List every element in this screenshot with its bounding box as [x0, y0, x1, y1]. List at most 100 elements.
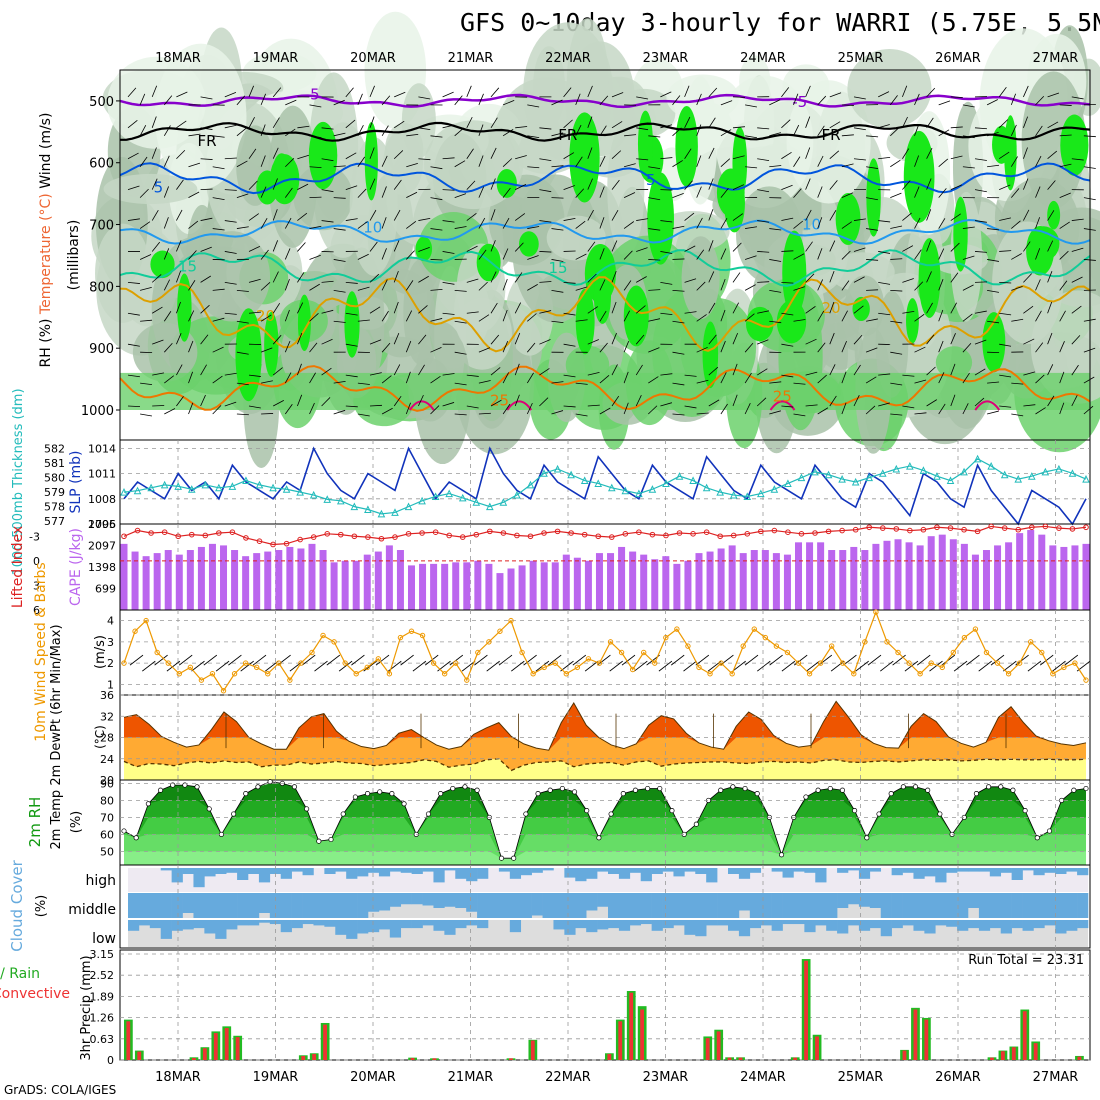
- cloud-bar: [237, 893, 249, 918]
- wind-barb: [297, 363, 302, 376]
- wind-barb: [1071, 305, 1082, 314]
- isotherm-label: 10: [363, 219, 382, 237]
- wind-barb: [841, 280, 850, 291]
- wind-barb: [962, 403, 969, 415]
- wind-barb: [853, 247, 866, 252]
- surface-wind-barb: [732, 660, 746, 672]
- wind-barb: [309, 283, 320, 291]
- lifted-index-point: [419, 530, 425, 536]
- surface-wind-barb: [474, 654, 488, 666]
- wind-speed-point: [840, 660, 846, 666]
- wind-barb: [333, 165, 346, 168]
- rh-point: [1046, 828, 1053, 834]
- date-tick-label-bottom: 23MAR: [643, 1070, 689, 1085]
- wind-barb: [938, 248, 945, 260]
- wind-barb: [829, 210, 837, 221]
- wind-barb: [962, 255, 975, 260]
- wind-barb: [1023, 241, 1031, 252]
- cloud-bar: [848, 893, 860, 905]
- wind-barb: [708, 87, 718, 98]
- wind-barb: [962, 135, 975, 139]
- wind-speed-point: [729, 671, 735, 677]
- precip-convective-bar: [913, 1009, 918, 1060]
- cloud-bar: [444, 920, 456, 935]
- cloud-bar: [706, 868, 718, 883]
- wind-speed-line: [123, 610, 1087, 692]
- wind-barb: [793, 220, 804, 229]
- thickness-point: [1014, 474, 1023, 483]
- wind-barb: [490, 367, 501, 376]
- wind-barb: [902, 148, 910, 159]
- wind-speed-point: [939, 664, 945, 671]
- wind-barb: [418, 275, 429, 283]
- wind-barb: [999, 374, 1012, 378]
- wind-barb: [720, 340, 726, 353]
- wind-barb: [381, 125, 389, 137]
- lifted-tick-label: 3: [33, 579, 40, 592]
- rh-point: [1022, 808, 1028, 814]
- surface-wind-barb: [769, 654, 783, 666]
- wind-barb: [430, 346, 442, 353]
- cloud-bar: [673, 920, 685, 926]
- wind-barb: [200, 188, 213, 191]
- wind-speed-point: [519, 649, 525, 656]
- wind-barb: [284, 217, 292, 229]
- wind-speed-point: [917, 671, 923, 677]
- surface-wind-barb: [978, 660, 992, 672]
- thickness-point: [458, 493, 467, 502]
- wind-speed-point: [342, 660, 348, 666]
- cloud-bar: [313, 920, 325, 926]
- wind-barb: [829, 180, 838, 190]
- wind-barb: [357, 382, 370, 385]
- precip-ylabel: 3hr Precip (mm): [79, 955, 94, 1060]
- rh-point: [803, 794, 809, 800]
- lifted-index-point: [554, 528, 561, 535]
- rh-high-shading: [269, 154, 300, 205]
- rh-point: [194, 784, 200, 790]
- lifted-index-point: [907, 527, 913, 534]
- wind-barb: [176, 333, 182, 345]
- wind-barb: [587, 371, 600, 376]
- cloud-bar: [673, 868, 685, 877]
- cape-panel: [120, 523, 1090, 610]
- wind-barb: [309, 104, 322, 108]
- wind-barb: [696, 314, 707, 322]
- wind-barb: [1035, 155, 1042, 167]
- temp-tick-label: 28: [100, 732, 114, 745]
- wind-barb: [672, 351, 685, 355]
- wind-barb: [660, 124, 673, 129]
- cloud-bar: [738, 893, 751, 911]
- cloud-bar: [488, 893, 500, 918]
- wind-barb: [297, 394, 303, 407]
- wind-barb: [781, 217, 794, 221]
- wind-barb: [720, 372, 727, 384]
- wind-barb: [442, 402, 455, 407]
- rh-high-shading: [235, 308, 262, 402]
- wind-barb: [393, 150, 404, 160]
- wind-speed-point: [287, 677, 293, 683]
- wind-barb: [986, 99, 998, 106]
- wind-barb: [805, 241, 813, 252]
- wind-barb: [623, 402, 629, 415]
- rh-shading: [401, 83, 436, 159]
- wind-barb: [139, 221, 151, 229]
- wind-barb: [853, 127, 866, 131]
- thickness-point: [906, 461, 914, 470]
- surface-wind-barb: [880, 660, 894, 672]
- lifted-index-point: [297, 536, 303, 543]
- cloud-bar: [444, 868, 456, 871]
- wind-barb: [381, 95, 391, 106]
- rh-high-shading: [264, 311, 279, 377]
- isotherm-label: -5: [305, 86, 320, 104]
- wind-barb: [176, 270, 181, 283]
- cloud-bar: [335, 868, 347, 872]
- wind-barb: [805, 273, 815, 283]
- wind-barb: [817, 155, 824, 167]
- cloud-bar: [749, 868, 762, 873]
- wind-barb: [1023, 116, 1029, 128]
- wind-barb: [987, 228, 1000, 231]
- wind-barb: [999, 281, 1012, 284]
- thickness-point: [784, 479, 792, 487]
- cloud-bar: [968, 868, 980, 872]
- wind-barb: [163, 155, 170, 167]
